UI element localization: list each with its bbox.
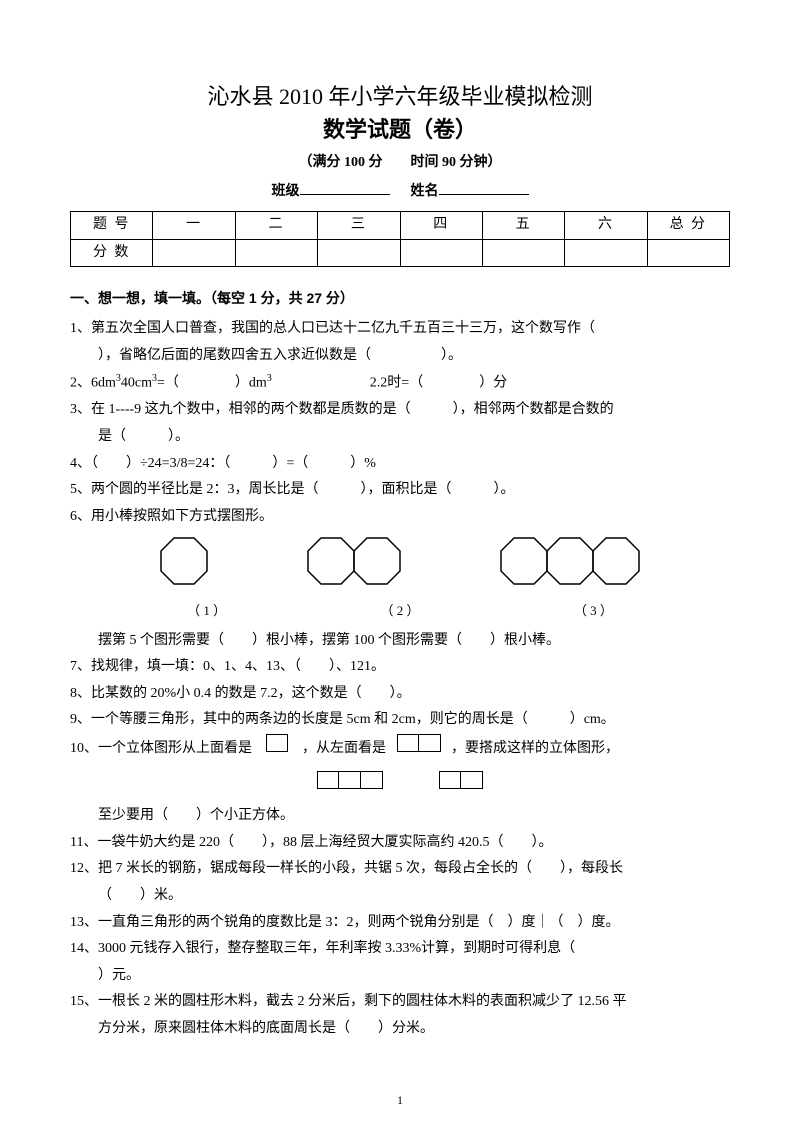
cell: 六 — [565, 212, 647, 240]
q2d: 2.2时=（ ）分 — [272, 376, 507, 391]
box-row-3 — [317, 771, 383, 789]
q5: 5、两个圆的半径比是 2：3，周长比是（ ），面积比是（ ）。 — [70, 477, 730, 504]
oct-label-1: （ 1 ） — [187, 599, 226, 624]
cell: 总 分 — [647, 212, 729, 240]
score-table: 题 号 一 二 三 四 五 六 总 分 分 数 — [70, 211, 730, 267]
cell: 一 — [153, 212, 235, 240]
cell-blank[interactable] — [482, 239, 564, 267]
q1b: ），省略亿后面的尾数四舍五入求近似数是（ ）。 — [70, 343, 730, 370]
q9: 9、一个等腰三角形，其中的两条边的长度是 5cm 和 2cm，则它的周长是（ ）… — [70, 707, 730, 734]
class-blank[interactable] — [300, 181, 390, 195]
q15b: 方分米，原来圆柱体木料的底面周长是（ ）分米。 — [70, 1016, 730, 1043]
page-number: 1 — [0, 1089, 800, 1112]
left-view-icon — [397, 734, 441, 752]
cell-blank[interactable] — [235, 239, 317, 267]
q2b: 40cm — [121, 376, 152, 391]
q2: 2、6dm340cm3=（ ）dm3 2.2时=（ ）分 — [70, 369, 730, 397]
q10c: ，要搭成这样的立体图形， — [451, 741, 619, 756]
q6b: 摆第 5 个图形需要（ ）根小棒，摆第 100 个图形需要（ ）根小棒。 — [70, 628, 730, 655]
table-row: 分 数 — [71, 239, 730, 267]
cell: 二 — [235, 212, 317, 240]
cell-blank[interactable] — [647, 239, 729, 267]
oct-label-2: （ 2 ） — [380, 599, 419, 624]
cell: 三 — [318, 212, 400, 240]
q14b: ）元。 — [70, 963, 730, 990]
q7: 7、找规律，填一填：0、1、4、13、（ ）、121。 — [70, 654, 730, 681]
cell: 题 号 — [71, 212, 153, 240]
q4: 4、（ ）÷24=3/8=24：（ ）=（ ）% — [70, 451, 730, 478]
q3: 3、在 1----9 这九个数中，相邻的两个数都是质数的是（ ），相邻两个数都是… — [70, 397, 730, 424]
cell-blank[interactable] — [318, 239, 400, 267]
cell-blank[interactable] — [565, 239, 647, 267]
cell: 分 数 — [71, 239, 153, 267]
title-line1: 沁水县 2010 年小学六年级毕业模拟检测 — [70, 80, 730, 113]
q15: 15、一根长 2 米的圆柱形木料，截去 2 分米后，剩下的圆柱体木料的表面积减少… — [70, 989, 730, 1016]
cell: 四 — [400, 212, 482, 240]
q10: 10、一个立体图形从上面看是 ，从左面看是 ，要搭成这样的立体图形， — [70, 734, 730, 763]
octagon-1 — [157, 536, 211, 597]
cell-blank[interactable] — [153, 239, 235, 267]
octagon-3 — [497, 536, 643, 597]
section-1-heading: 一、想一想，填一填。（每空 1 分，共 27 分） — [70, 285, 730, 312]
q10d: 至少要用（ ）个小正方体。 — [70, 803, 730, 830]
octagon-figures — [110, 536, 690, 597]
q14: 14、3000 元钱存入银行，整存整取三年，年利率按 3.33%计算，到期时可得… — [70, 936, 730, 963]
q11: 11、一袋牛奶大约是 220（ ），88 层上海经贸大厦实际高约 420.5（ … — [70, 830, 730, 857]
class-label: 班级 — [272, 184, 300, 199]
octagon-2 — [304, 536, 404, 597]
cell-blank[interactable] — [400, 239, 482, 267]
q3b: 是（ ）。 — [70, 424, 730, 451]
top-view-icon — [266, 734, 288, 752]
q1: 1、第五次全国人口普查，我国的总人口已达十二亿九千五百三十三万，这个数写作（ — [70, 316, 730, 343]
q10b: ，从左面看是 — [302, 741, 386, 756]
table-row: 题 号 一 二 三 四 五 六 总 分 — [71, 212, 730, 240]
q8: 8、比某数的 20%小 0.4 的数是 7.2，这个数是（ ）。 — [70, 681, 730, 708]
q2a: 2、6dm — [70, 376, 116, 391]
q12: 12、把 7 米长的钢筋，锯成每段一样长的小段，共锯 5 次，每段占全长的（ ）… — [70, 856, 730, 883]
q2c: =（ ）dm — [157, 376, 267, 391]
subtitle: （满分 100 分 时间 90 分钟） — [70, 150, 730, 177]
name-blank[interactable] — [439, 181, 529, 195]
title-line2: 数学试题（卷） — [70, 113, 730, 146]
name-label: 姓名 — [411, 184, 439, 199]
q13: 13、一直角三角形的两个锐角的度数比是 3：2，则两个锐角分别是（ ）度｜（ ）… — [70, 910, 730, 937]
q10a: 10、一个立体图形从上面看是 — [70, 741, 252, 756]
questions: 1、第五次全国人口普查，我国的总人口已达十二亿九千五百三十三万，这个数写作（ ）… — [70, 316, 730, 1043]
q6: 6、用小棒按照如下方式摆图形。 — [70, 504, 730, 531]
q12b: （ ）米。 — [70, 883, 730, 910]
class-name-line: 班级 姓名 — [70, 179, 730, 206]
q10-boxes — [70, 771, 730, 800]
oct-label-3: （ 3 ） — [574, 599, 613, 624]
octagon-labels: （ 1 ） （ 2 ） （ 3 ） — [110, 599, 690, 624]
cell: 五 — [482, 212, 564, 240]
box-row-2 — [439, 771, 483, 789]
